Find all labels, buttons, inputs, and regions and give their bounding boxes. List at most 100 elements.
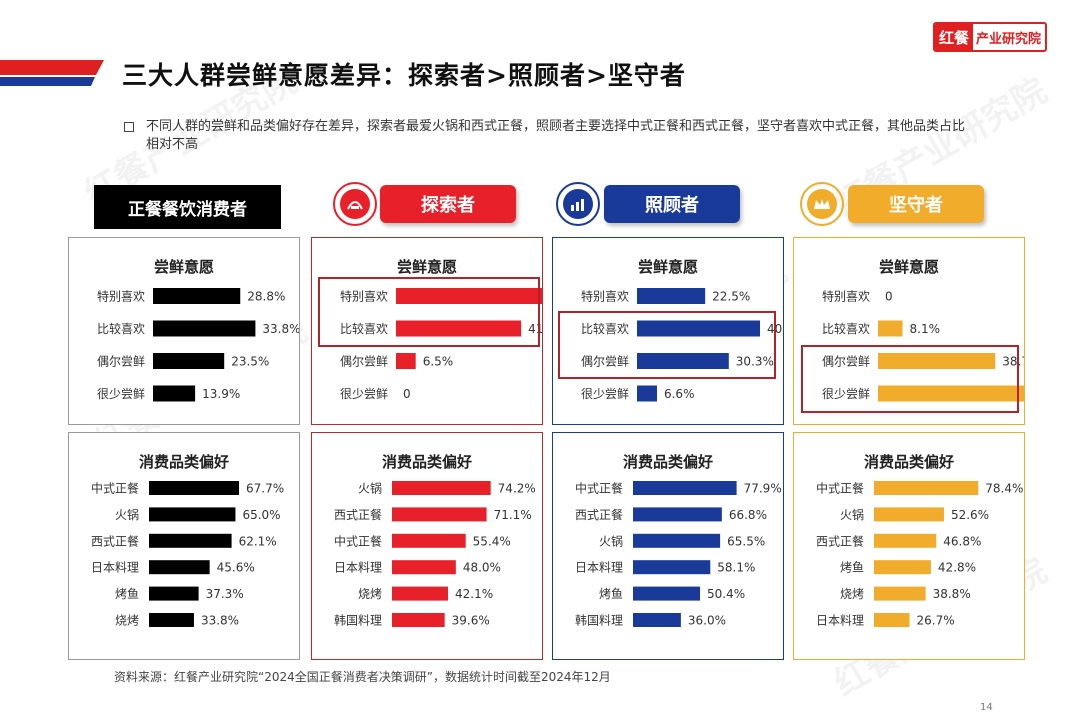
bar (392, 613, 445, 627)
logo-mark: 红餐 (935, 24, 974, 50)
bar (149, 560, 210, 575)
value-label: 42.1% (455, 587, 493, 601)
category-label: 日本料理 (575, 561, 623, 575)
value-label: 23.5% (231, 355, 269, 369)
value-label: 8.1% (910, 322, 941, 336)
category-label: 火锅 (115, 507, 139, 522)
value-label: 26.7% (917, 614, 955, 628)
bar (633, 533, 721, 548)
value-label: 36.0% (688, 614, 726, 628)
category-label: 火锅 (358, 481, 382, 496)
bar (392, 507, 487, 522)
value-label: 46.8% (943, 534, 981, 548)
chart-explorer-category: 火锅 74.2% 西式正餐 71.1% 中式正餐 55.4% 日本料理 48.0% 烧烤 42.1… (334, 481, 536, 628)
guardian-icon (800, 182, 844, 226)
logo-text: 产业研究院 (976, 31, 1042, 47)
value-label: 65.0% (242, 508, 280, 522)
bar (149, 586, 199, 601)
category-label: 中式正餐 (575, 481, 623, 496)
category-label: 偶尔尝鲜 (581, 354, 629, 369)
value-label: 13.9% (202, 387, 240, 401)
panel-title: 尝鲜意愿 (396, 258, 457, 276)
bar (153, 320, 256, 337)
bar (149, 613, 194, 627)
value-label: 33.8% (262, 322, 299, 336)
bar (392, 560, 456, 575)
description: 不同人群的尝鲜和品类偏好存在差异，探索者最爱火锅和西式正餐，照顾者主要选择中式正… (146, 119, 966, 152)
value-label: 66.8% (729, 508, 767, 522)
value-label: 48.0% (463, 561, 501, 575)
category-label: 日本料理 (91, 561, 139, 575)
bar (392, 481, 491, 495)
category-label: 偶尔尝鲜 (822, 354, 870, 369)
panel-caregiver-category: 消费品类偏好 中式正餐 77.9% 西式正餐 66.8% 火锅 65.5% 日本料理 58.1… (552, 432, 784, 660)
bar (633, 613, 681, 627)
value-label: 78.4% (985, 482, 1023, 496)
category-label: 偶尔尝鲜 (97, 354, 145, 369)
category-label: 烧烤 (840, 586, 864, 601)
category-label: 特别喜欢 (340, 289, 388, 304)
bar (633, 481, 737, 495)
highlight-box-guardian (801, 345, 1019, 413)
bar (874, 507, 944, 522)
category-label: 比较喜欢 (97, 321, 145, 336)
header-all-consumers: 正餐餐饮消费者 (94, 185, 281, 229)
value-label: 39.6% (452, 614, 490, 628)
panel-title: 消费品类偏好 (863, 453, 954, 471)
highlight-box-explorer (318, 277, 540, 347)
bar (637, 385, 657, 402)
category-label: 西式正餐 (334, 507, 382, 522)
value-label: 38.8% (933, 587, 971, 601)
panel-all-trial: 尝鲜意愿 特别喜欢 28.8% 比较喜欢 33.8% 偶尔尝鲜 23.5% 很少尝鲜 13.9… (68, 237, 300, 425)
bar (153, 385, 196, 402)
bar (392, 586, 448, 601)
value-label: 45.6% (217, 561, 255, 575)
category-label: 烧烤 (358, 586, 382, 601)
value-label: 37.3% (206, 587, 244, 601)
bar (874, 613, 910, 627)
value-label: 55.4% (473, 534, 511, 548)
bar (874, 481, 979, 495)
bar (633, 560, 711, 575)
header-accent-bar (0, 60, 104, 86)
value-label: 58.1% (717, 561, 755, 575)
category-label: 烤鱼 (840, 560, 864, 575)
bar (878, 385, 1024, 402)
bar (637, 320, 761, 337)
value-label: 22.5% (712, 290, 750, 304)
value-label: 50.4% (707, 587, 745, 601)
value-label: 0 (403, 387, 411, 401)
page-title: 三大人群尝鲜意愿差异：探索者>照顾者>坚守者 (122, 61, 686, 90)
bar (396, 320, 522, 337)
category-label: 火锅 (840, 507, 864, 522)
value-label: 65.5% (727, 534, 765, 548)
source-note: 资料来源：红餐产业研究院“2024全国正餐消费者决策调研”，数据统计时间截至20… (114, 670, 611, 684)
category-label: 很少尝鲜 (340, 386, 388, 401)
category-label: 烤鱼 (599, 586, 623, 601)
category-label: 很少尝鲜 (97, 386, 145, 401)
bar (878, 320, 903, 337)
category-label: 西式正餐 (575, 507, 623, 522)
category-label: 很少尝鲜 (822, 386, 870, 401)
panel-title: 消费品类偏好 (381, 453, 472, 471)
explorer-icon (333, 182, 377, 226)
value-label: 6.6% (664, 387, 695, 401)
value-label: 67.7% (246, 482, 284, 496)
value-label: 28.8% (247, 290, 285, 304)
panel-title: 尝鲜意愿 (878, 258, 939, 276)
category-label: 日本料理 (334, 561, 382, 575)
value-label: 74.2% (498, 482, 536, 496)
category-label: 韩国料理 (575, 613, 623, 628)
value-label: 42.8% (938, 561, 976, 575)
segment-label-explorer: 探索者 (380, 185, 516, 223)
value-label: 6.5% (423, 355, 454, 369)
value-label: 71.1% (494, 508, 532, 522)
category-label: 西式正餐 (816, 533, 864, 548)
category-label: 中式正餐 (816, 481, 864, 496)
bar (149, 481, 240, 495)
